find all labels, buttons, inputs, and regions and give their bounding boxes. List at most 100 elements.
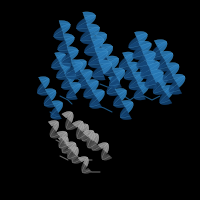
Polygon shape (38, 77, 49, 83)
Polygon shape (67, 112, 73, 123)
Polygon shape (124, 73, 136, 80)
Polygon shape (157, 42, 167, 53)
Polygon shape (140, 67, 153, 75)
Polygon shape (67, 148, 73, 158)
Polygon shape (71, 66, 81, 77)
Polygon shape (65, 119, 72, 129)
Polygon shape (97, 51, 107, 62)
Polygon shape (145, 80, 158, 89)
Polygon shape (67, 93, 77, 100)
Polygon shape (90, 101, 102, 109)
Polygon shape (73, 148, 79, 157)
Polygon shape (58, 136, 67, 142)
Polygon shape (165, 87, 174, 98)
Polygon shape (163, 53, 173, 65)
Polygon shape (72, 71, 84, 79)
Polygon shape (78, 124, 88, 130)
Polygon shape (89, 60, 101, 68)
Polygon shape (85, 48, 97, 56)
Polygon shape (83, 12, 95, 20)
Polygon shape (146, 60, 159, 69)
Polygon shape (124, 68, 133, 78)
Polygon shape (129, 42, 142, 50)
Polygon shape (163, 75, 176, 83)
Polygon shape (113, 95, 122, 105)
Polygon shape (63, 138, 69, 147)
Polygon shape (102, 154, 112, 160)
Polygon shape (88, 142, 98, 149)
Polygon shape (110, 81, 122, 88)
Polygon shape (91, 140, 97, 150)
Polygon shape (61, 78, 70, 88)
Polygon shape (66, 73, 77, 79)
Polygon shape (81, 36, 93, 44)
Polygon shape (73, 63, 82, 73)
Polygon shape (63, 34, 74, 40)
Polygon shape (103, 143, 109, 153)
Polygon shape (93, 134, 99, 144)
Polygon shape (137, 61, 150, 69)
Polygon shape (144, 53, 155, 64)
Polygon shape (106, 56, 118, 63)
Polygon shape (65, 37, 74, 47)
Polygon shape (140, 43, 151, 54)
Polygon shape (52, 101, 62, 107)
Polygon shape (58, 40, 67, 50)
Polygon shape (115, 70, 125, 81)
Polygon shape (146, 72, 156, 83)
Polygon shape (94, 32, 106, 39)
Polygon shape (142, 51, 155, 59)
Polygon shape (61, 133, 68, 142)
Polygon shape (45, 89, 56, 95)
Polygon shape (42, 79, 49, 89)
Polygon shape (133, 51, 146, 60)
Polygon shape (145, 75, 156, 86)
Polygon shape (92, 145, 102, 151)
Polygon shape (137, 82, 149, 89)
Polygon shape (166, 63, 179, 70)
Polygon shape (91, 39, 101, 50)
Polygon shape (120, 107, 128, 117)
Polygon shape (125, 54, 134, 64)
Polygon shape (132, 72, 144, 79)
Polygon shape (95, 48, 107, 56)
Polygon shape (53, 122, 59, 132)
Polygon shape (122, 52, 134, 59)
Polygon shape (103, 63, 113, 74)
Polygon shape (38, 89, 48, 95)
Polygon shape (152, 72, 163, 83)
Polygon shape (100, 44, 112, 51)
Polygon shape (52, 63, 62, 70)
Polygon shape (56, 68, 65, 78)
Polygon shape (83, 71, 93, 82)
Polygon shape (92, 66, 103, 77)
Polygon shape (137, 56, 148, 67)
Polygon shape (122, 100, 133, 107)
Polygon shape (93, 72, 105, 80)
Polygon shape (67, 47, 78, 53)
Polygon shape (169, 87, 182, 94)
Polygon shape (151, 52, 164, 60)
Polygon shape (72, 84, 81, 94)
Polygon shape (160, 97, 172, 105)
Polygon shape (134, 88, 143, 98)
Polygon shape (77, 61, 87, 72)
Polygon shape (125, 103, 133, 113)
Polygon shape (50, 127, 56, 137)
Polygon shape (154, 40, 167, 47)
Polygon shape (99, 60, 111, 68)
Polygon shape (112, 68, 124, 75)
Polygon shape (134, 93, 146, 100)
Polygon shape (54, 27, 63, 37)
Polygon shape (152, 67, 161, 78)
Polygon shape (76, 128, 82, 138)
Polygon shape (148, 62, 159, 73)
Polygon shape (136, 34, 147, 45)
Polygon shape (87, 24, 99, 32)
Polygon shape (70, 82, 80, 89)
Polygon shape (148, 65, 161, 73)
Polygon shape (145, 57, 155, 68)
Polygon shape (119, 58, 128, 68)
Polygon shape (118, 91, 127, 101)
Polygon shape (83, 168, 92, 174)
